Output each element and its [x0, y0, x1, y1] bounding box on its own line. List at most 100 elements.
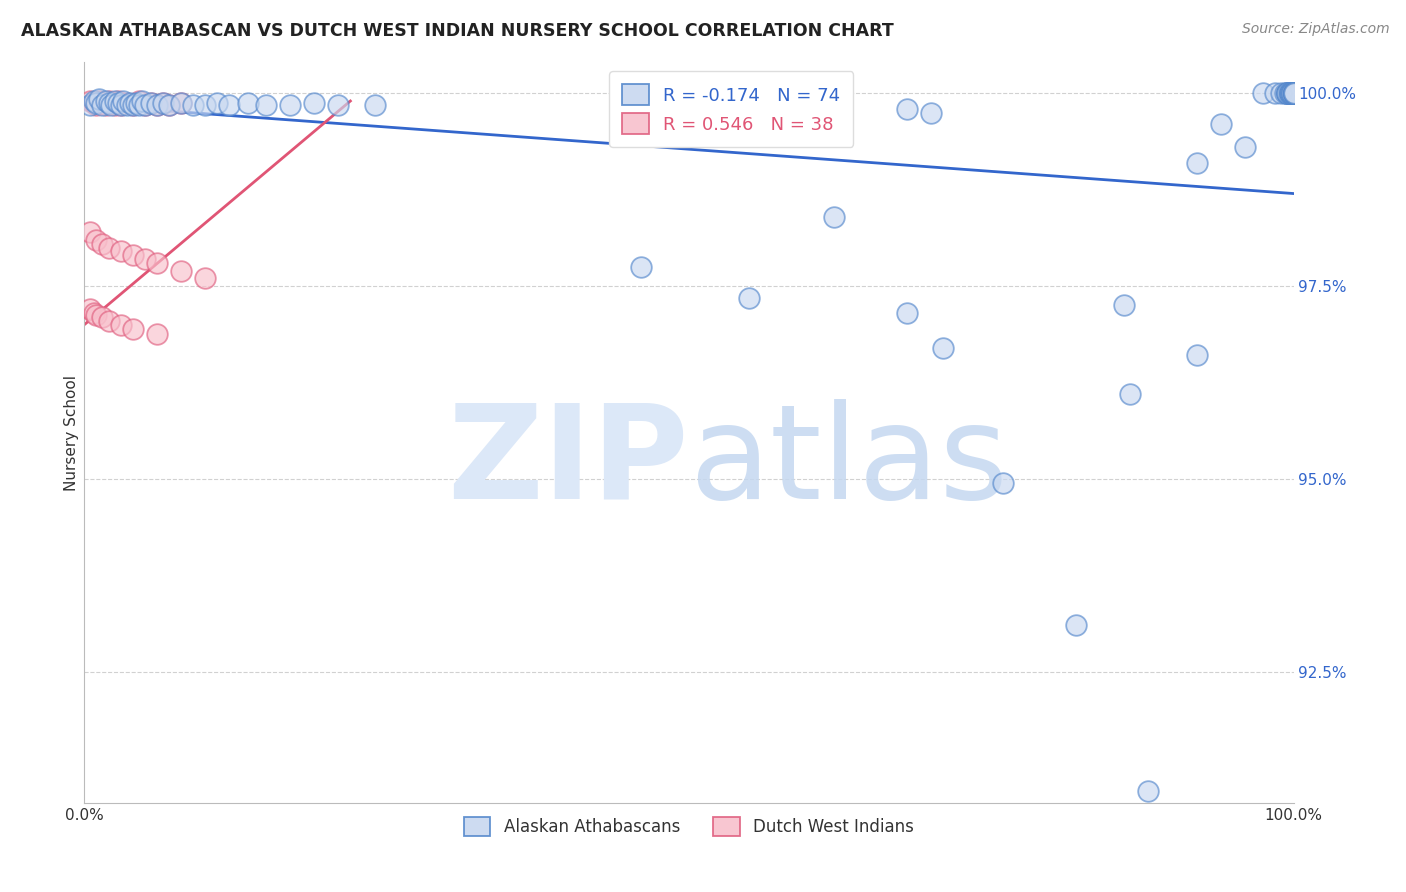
Point [207, 95, 229, 110]
Point [79, 225, 101, 239]
Point [79, 98, 101, 112]
Point [1282, 87, 1305, 101]
Point [932, 341, 955, 355]
Point [302, 95, 325, 110]
Y-axis label: Nursery School: Nursery School [63, 375, 79, 491]
Point [1253, 87, 1275, 101]
Point [86, 233, 108, 247]
Point [121, 98, 143, 112]
Point [94, 98, 117, 112]
Point [823, 210, 845, 224]
Text: ZIP: ZIP [447, 399, 689, 525]
Legend: Alaskan Athabascans, Dutch West Indians: Alaskan Athabascans, Dutch West Indians [457, 810, 921, 843]
Point [121, 248, 143, 262]
Point [1209, 117, 1232, 131]
Point [128, 94, 150, 108]
Point [107, 94, 129, 108]
Point [157, 98, 180, 112]
Point [218, 98, 240, 112]
Point [896, 102, 918, 116]
Point [1278, 87, 1301, 101]
Point [1282, 87, 1305, 101]
Point [152, 95, 174, 110]
Point [120, 95, 142, 110]
Point [1277, 87, 1299, 101]
Point [79, 94, 101, 108]
Point [107, 95, 129, 110]
Point [125, 95, 148, 110]
Point [91, 236, 114, 251]
Point [100, 98, 122, 112]
Point [104, 94, 127, 108]
Point [738, 291, 761, 305]
Point [170, 263, 193, 277]
Point [128, 98, 150, 112]
Point [86, 309, 108, 323]
Point [1277, 87, 1299, 101]
Point [100, 95, 122, 110]
Point [134, 252, 156, 266]
Point [1270, 87, 1292, 101]
Point [83, 94, 105, 108]
Point [83, 95, 105, 110]
Point [1282, 87, 1305, 101]
Point [993, 475, 1015, 490]
Point [131, 94, 153, 108]
Point [110, 318, 132, 332]
Point [1282, 87, 1305, 101]
Point [1274, 87, 1296, 101]
Point [94, 94, 117, 108]
Point [363, 98, 385, 112]
Point [1279, 87, 1302, 101]
Point [1278, 87, 1301, 101]
Point [115, 98, 138, 112]
Point [112, 94, 135, 108]
Point [97, 314, 120, 328]
Text: ALASKAN ATHABASCAN VS DUTCH WEST INDIAN NURSERY SCHOOL CORRELATION CHART: ALASKAN ATHABASCAN VS DUTCH WEST INDIAN … [21, 22, 894, 40]
Point [1281, 87, 1303, 101]
Point [1114, 298, 1136, 312]
Point [152, 95, 174, 110]
Point [97, 94, 120, 108]
Point [920, 105, 942, 120]
Point [110, 244, 132, 259]
Point [1185, 155, 1208, 169]
Point [170, 95, 193, 110]
Point [134, 98, 156, 112]
Point [1264, 87, 1286, 101]
Point [87, 92, 110, 106]
Point [146, 326, 169, 341]
Text: Source: ZipAtlas.com: Source: ZipAtlas.com [1241, 22, 1389, 37]
Point [1064, 618, 1087, 632]
Point [139, 95, 162, 110]
Point [104, 98, 127, 112]
Point [896, 306, 918, 320]
Point [236, 95, 259, 110]
Point [1277, 87, 1299, 101]
Point [181, 98, 204, 112]
Point [1277, 87, 1299, 101]
Point [194, 271, 217, 285]
Point [1137, 784, 1160, 798]
Point [1282, 87, 1305, 101]
Point [630, 260, 652, 274]
Point [1282, 87, 1305, 101]
Point [110, 98, 132, 112]
Point [1185, 349, 1208, 363]
Point [1282, 87, 1305, 101]
Point [83, 306, 105, 320]
Point [1279, 87, 1302, 101]
Point [1234, 140, 1257, 154]
Point [194, 98, 217, 112]
Point [87, 94, 110, 108]
Point [146, 256, 169, 270]
Point [91, 98, 114, 112]
Point [91, 95, 114, 110]
Point [121, 98, 143, 112]
Point [134, 98, 156, 112]
Text: atlas: atlas [689, 399, 1008, 525]
Point [1282, 87, 1305, 101]
Point [1278, 87, 1301, 101]
Point [1119, 387, 1142, 401]
Point [86, 98, 108, 112]
